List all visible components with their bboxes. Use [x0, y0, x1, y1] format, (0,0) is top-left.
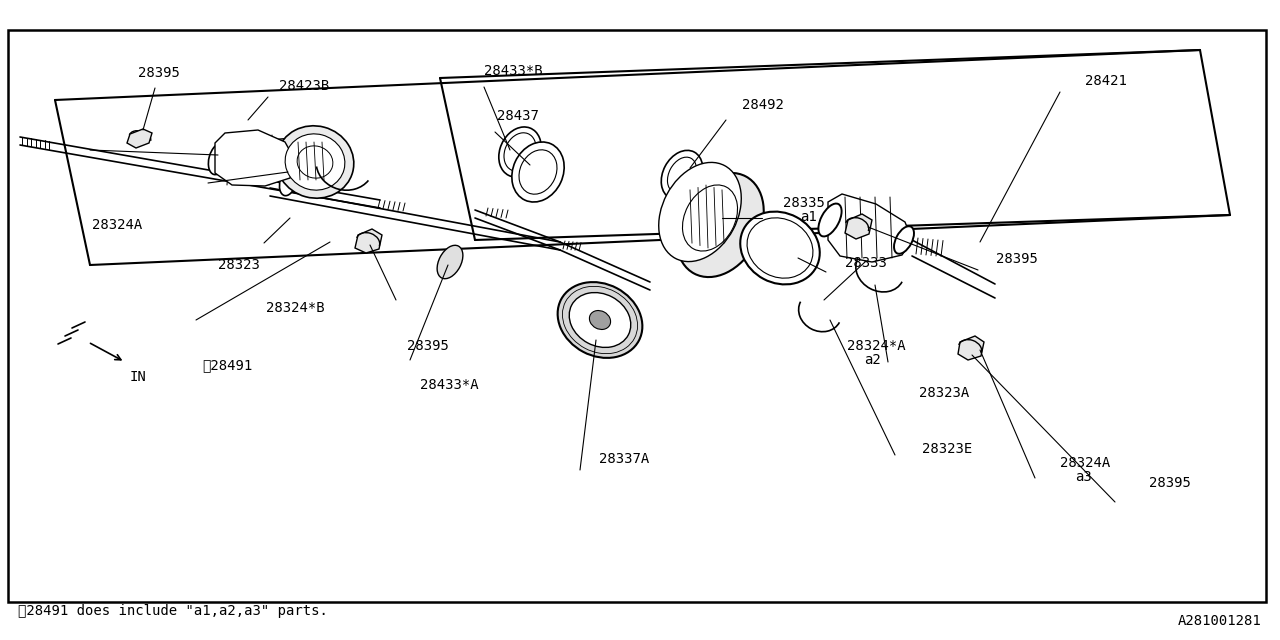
Text: 28421: 28421 — [1085, 74, 1128, 88]
Text: 28337A: 28337A — [599, 452, 649, 466]
Text: 28395: 28395 — [996, 252, 1038, 266]
Text: 28395: 28395 — [138, 66, 180, 80]
Polygon shape — [355, 229, 381, 253]
Ellipse shape — [438, 245, 463, 278]
Text: 28492: 28492 — [742, 98, 785, 112]
Text: 28433*A: 28433*A — [420, 378, 479, 392]
Text: 28395: 28395 — [407, 339, 449, 353]
Text: 28323: 28323 — [218, 258, 260, 272]
Ellipse shape — [279, 168, 297, 196]
Ellipse shape — [558, 282, 643, 358]
Text: IN: IN — [131, 370, 147, 384]
Text: ※28491 does include "a1,a2,a3" parts.: ※28491 does include "a1,a2,a3" parts. — [18, 604, 328, 618]
Text: a2: a2 — [864, 353, 881, 367]
Text: a3: a3 — [1075, 470, 1092, 484]
Ellipse shape — [285, 134, 344, 190]
Ellipse shape — [261, 139, 308, 181]
Text: ※28491: ※28491 — [202, 358, 252, 372]
Polygon shape — [215, 130, 294, 186]
Text: 28423B: 28423B — [279, 79, 329, 93]
Ellipse shape — [662, 150, 703, 200]
Ellipse shape — [570, 292, 631, 348]
Ellipse shape — [209, 143, 228, 175]
Polygon shape — [845, 214, 872, 239]
Ellipse shape — [518, 150, 557, 194]
Ellipse shape — [297, 146, 333, 178]
Text: a1: a1 — [800, 210, 817, 224]
Ellipse shape — [589, 310, 611, 330]
Text: A281001281: A281001281 — [1179, 614, 1262, 628]
Ellipse shape — [740, 212, 819, 284]
Text: 28323E: 28323E — [922, 442, 972, 456]
Text: 28324*A: 28324*A — [847, 339, 906, 353]
Ellipse shape — [893, 226, 914, 254]
Text: 28433*B: 28433*B — [484, 64, 543, 78]
Ellipse shape — [512, 142, 564, 202]
Text: 28324*B: 28324*B — [266, 301, 325, 315]
Ellipse shape — [276, 126, 353, 198]
FancyBboxPatch shape — [8, 30, 1266, 602]
Ellipse shape — [676, 173, 764, 277]
Ellipse shape — [682, 185, 737, 251]
Polygon shape — [828, 194, 913, 262]
Text: 28333: 28333 — [845, 256, 887, 270]
Ellipse shape — [268, 145, 302, 175]
Ellipse shape — [659, 163, 741, 262]
Text: 28437: 28437 — [497, 109, 539, 123]
Ellipse shape — [818, 204, 841, 236]
Text: 28324A: 28324A — [92, 218, 142, 232]
Polygon shape — [957, 336, 984, 360]
Ellipse shape — [748, 218, 813, 278]
Ellipse shape — [667, 157, 696, 193]
Polygon shape — [127, 129, 152, 148]
Text: 28324A: 28324A — [1060, 456, 1110, 470]
Text: 28323A: 28323A — [919, 386, 969, 400]
Text: 28335: 28335 — [783, 196, 826, 210]
Text: 28395: 28395 — [1149, 476, 1192, 490]
